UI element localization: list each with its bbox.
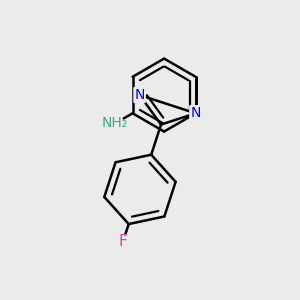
Text: N: N — [190, 106, 201, 120]
Text: F: F — [119, 234, 128, 249]
Text: NH₂: NH₂ — [102, 116, 128, 130]
Text: N: N — [134, 88, 145, 102]
Text: N: N — [190, 106, 201, 120]
